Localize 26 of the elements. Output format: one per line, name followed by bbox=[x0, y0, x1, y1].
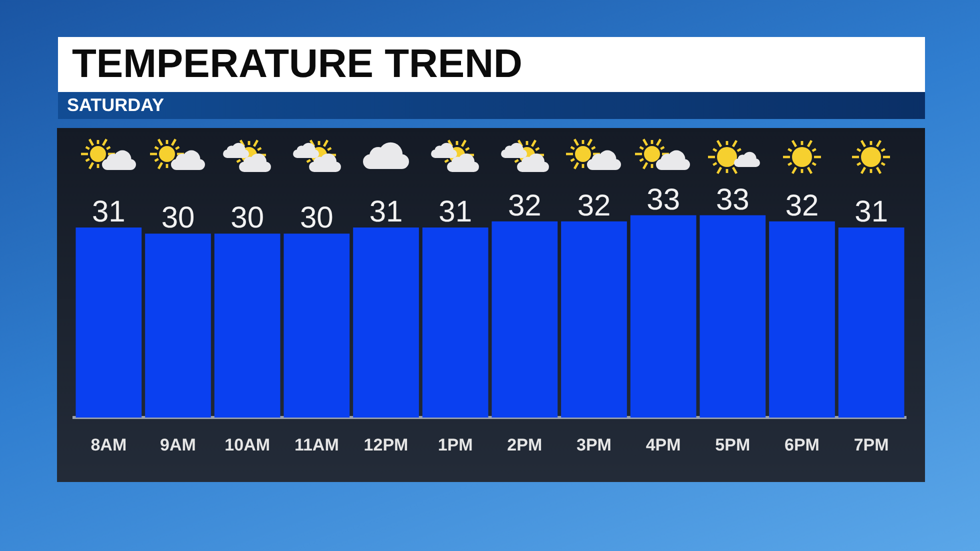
x-tick-label: 11AM bbox=[294, 435, 339, 454]
chart-title: TEMPERATURE TREND bbox=[72, 42, 522, 86]
x-tick-label: 2PM bbox=[507, 435, 542, 454]
chart-subtitle: SATURDAY bbox=[67, 95, 164, 115]
x-tick-label: 9AM bbox=[160, 435, 196, 454]
data-label: 30 bbox=[230, 202, 264, 235]
x-tick-label: 7PM bbox=[854, 435, 889, 454]
data-label: 33 bbox=[716, 183, 750, 216]
data-label: 31 bbox=[854, 196, 888, 229]
x-tick-label: 3PM bbox=[576, 435, 612, 454]
data-label: 33 bbox=[646, 183, 680, 216]
data-label: 32 bbox=[785, 189, 819, 222]
data-label: 31 bbox=[92, 196, 126, 229]
x-tick-label: 6PM bbox=[784, 435, 820, 454]
data-label: 30 bbox=[300, 202, 334, 235]
data-label: 31 bbox=[369, 196, 403, 229]
data-label: 32 bbox=[577, 189, 611, 222]
x-tick-label: 5PM bbox=[715, 435, 750, 454]
data-label: 30 bbox=[161, 202, 195, 235]
x-tick-label: 8AM bbox=[90, 435, 127, 454]
x-tick-label: 1PM bbox=[438, 435, 473, 454]
x-tick-label: 12PM bbox=[364, 435, 408, 454]
x-tick-label: 10AM bbox=[224, 435, 270, 454]
data-label: 31 bbox=[438, 196, 472, 229]
x-tick-label: 4PM bbox=[646, 435, 681, 454]
data-label: 32 bbox=[508, 189, 542, 222]
